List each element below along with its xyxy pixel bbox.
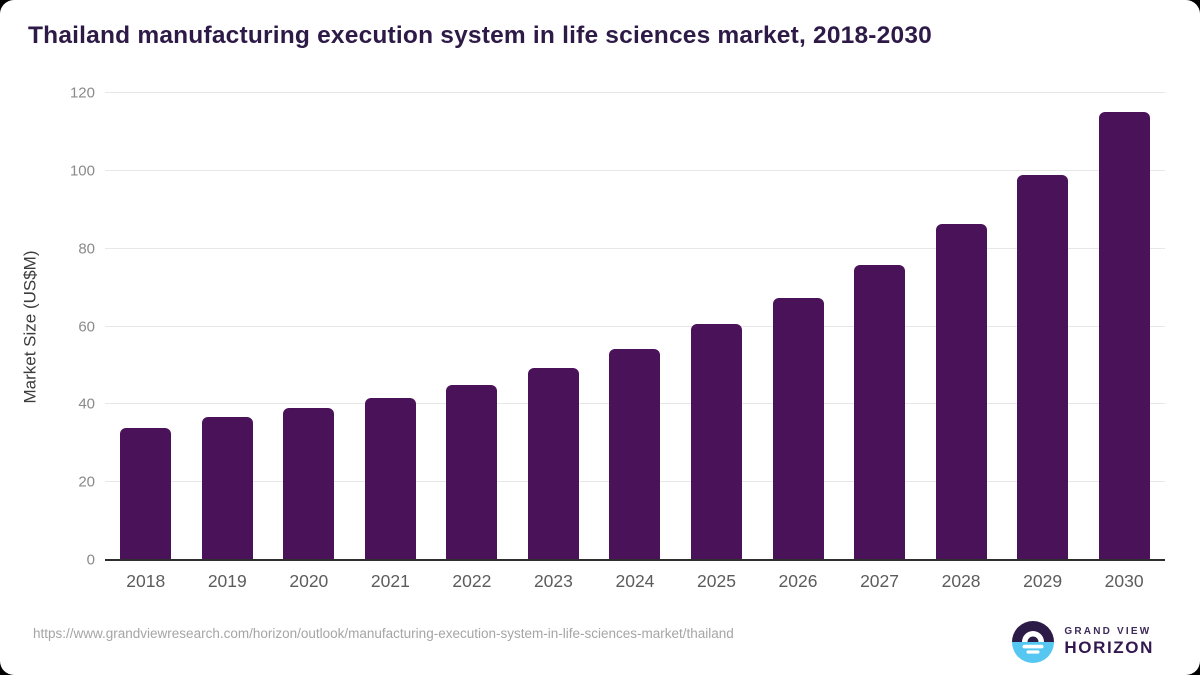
y-tick-label: 80 [78, 240, 95, 258]
bar-slot [1002, 93, 1084, 560]
bar-2021 [364, 398, 416, 560]
bar-2025 [690, 324, 742, 560]
x-axis-labels: 2018 2019 2020 2021 2022 2023 2024 2025 2026 2027… [105, 571, 1165, 592]
bar-2028 [935, 223, 987, 560]
x-tick-label: 2018 [126, 571, 166, 591]
y-axis-title-label: Market Size (US$M) [21, 249, 40, 404]
bar-2022 [446, 384, 498, 560]
bar-slot [676, 93, 758, 560]
bar-slot [839, 93, 921, 560]
bar-2020 [283, 408, 335, 560]
horizon-sun-logo-icon [1012, 621, 1055, 663]
x-tick-label: 2027 [860, 571, 900, 591]
grand-view-horizon-logo: GRAND VIEW HORIZON [1011, 620, 1154, 664]
bar-slot [757, 93, 839, 560]
y-tick-label: 100 [69, 162, 95, 180]
logo-text-horizon: HORIZON [1064, 638, 1154, 657]
bar-slot [431, 93, 513, 560]
x-tick-label: 2026 [778, 571, 818, 591]
bar-2030 [1098, 112, 1150, 560]
x-tick-label: 2030 [1104, 571, 1144, 591]
bar-slot [594, 93, 676, 560]
bar-2029 [1017, 174, 1069, 560]
y-tick-label: 20 [78, 473, 95, 491]
y-tick-label: 0 [86, 551, 95, 569]
gridline [105, 92, 1165, 93]
gridline [105, 325, 1165, 327]
bar-slot [1083, 93, 1165, 560]
x-tick-label: 2022 [452, 571, 492, 591]
gridline [105, 169, 1165, 171]
x-tick-label: 2024 [615, 571, 655, 591]
logo-wordmark: GRAND VIEW HORIZON [1064, 626, 1154, 658]
y-axis-title: Market Size (US$M) [18, 93, 44, 560]
x-axis-line [105, 559, 1165, 561]
x-tick-label: 2025 [697, 571, 736, 591]
x-tick-label: 2023 [533, 571, 573, 591]
bar-chart-plot-area: 0 20 40 60 80 100 120 2018 2019 2020 2021 2022 2023… [70, 85, 1165, 591]
x-tick-label: 2028 [941, 571, 981, 591]
x-tick-label: 2020 [289, 571, 329, 591]
bar-slot [268, 93, 350, 560]
chart-title: Thailand manufacturing execution system … [28, 22, 932, 49]
bar-slot [350, 93, 432, 560]
source-url: https://www.grandviewresearch.com/horizo… [33, 626, 734, 641]
x-tick-label: 2029 [1023, 571, 1063, 591]
bar-slot [920, 93, 1002, 560]
bar-2019 [201, 417, 253, 560]
y-tick-label: 60 [78, 318, 95, 335]
bars-layer [105, 93, 1165, 560]
logo-text-grand-view: GRAND VIEW [1064, 626, 1152, 637]
bar-2027 [854, 264, 906, 560]
bar-2018 [120, 427, 172, 560]
bar-slot [513, 93, 595, 560]
y-tick-label: 120 [69, 84, 95, 102]
gridline [105, 247, 1165, 249]
bar-2023 [527, 367, 579, 560]
bar-slot [187, 93, 269, 560]
y-tick-label: 40 [78, 395, 95, 413]
bar-2024 [609, 349, 661, 560]
x-tick-label: 2019 [207, 571, 247, 591]
bar-2026 [772, 297, 824, 560]
x-tick-label: 2021 [370, 571, 410, 591]
bar-slot [105, 93, 187, 560]
